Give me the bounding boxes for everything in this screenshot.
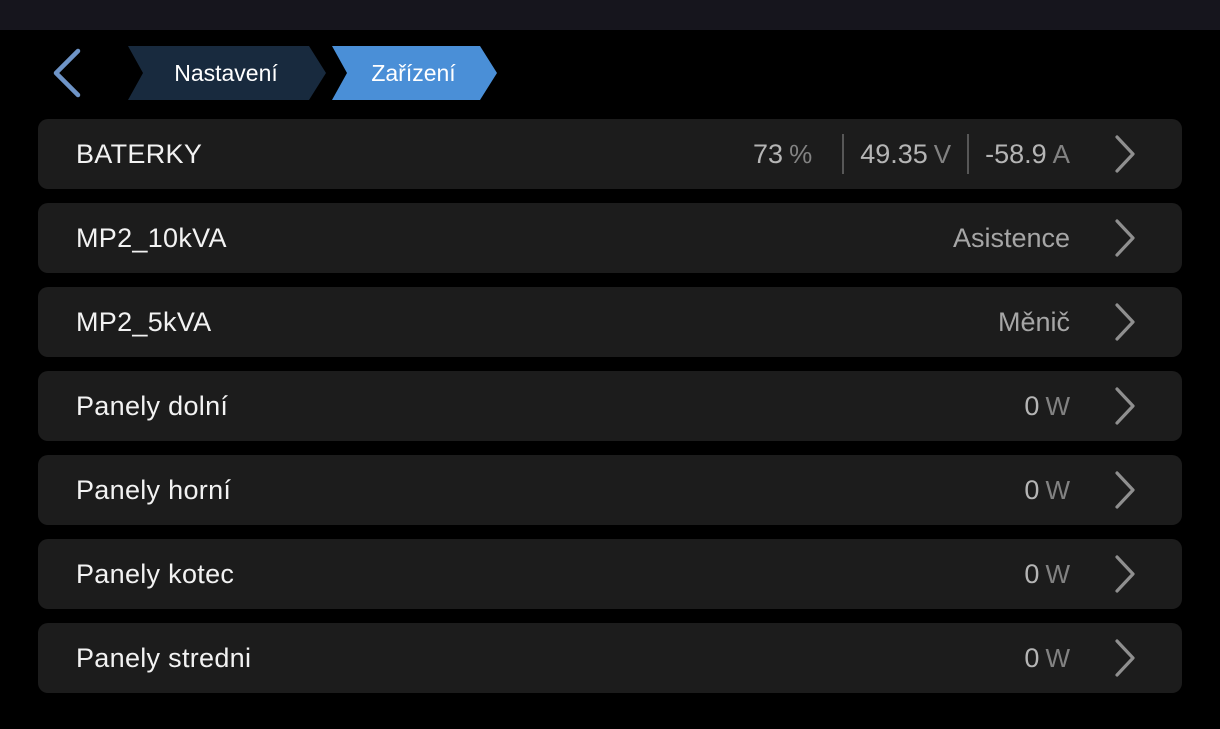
chevron-right-icon <box>1112 218 1138 258</box>
chevron-right-icon <box>1112 470 1138 510</box>
battery-readings: 73 % 49.35 V -58.9 A <box>753 134 1070 174</box>
back-button[interactable] <box>36 42 96 104</box>
voltage-value: 49.35 V <box>860 138 952 169</box>
status-bar <box>0 0 1220 30</box>
nav-bar: Nastavení Zařízení <box>0 30 1220 119</box>
device-name: MP2_10kVA <box>76 222 227 253</box>
list-item-mp2-5kva[interactable]: MP2_5kVA Měnič <box>38 287 1182 357</box>
device-list: BATERKY 73 % 49.35 V -58.9 A <box>0 119 1220 693</box>
power-value: 0 W <box>1024 642 1070 673</box>
breadcrumb: Nastavení Zařízení <box>128 46 497 100</box>
device-status: Asistence <box>952 222 1070 253</box>
list-item-panely-kotec[interactable]: Panely kotec 0 W <box>38 539 1182 609</box>
device-name: Panely kotec <box>76 558 235 589</box>
breadcrumb-item-nastaveni[interactable]: Nastavení <box>128 46 326 100</box>
device-name: Panely dolní <box>76 390 229 421</box>
chevron-right-icon <box>1112 638 1138 678</box>
value-divider <box>842 134 845 174</box>
soc-value: 73 % <box>753 138 813 169</box>
chevron-right-icon <box>1112 554 1138 594</box>
chevron-right-icon <box>1112 134 1138 174</box>
breadcrumb-label: Zařízení <box>371 59 456 86</box>
list-item-mp2-10kva[interactable]: MP2_10kVA Asistence <box>38 203 1182 273</box>
breadcrumb-label: Nastavení <box>174 59 278 86</box>
device-name: BATERKY <box>76 138 203 169</box>
value-divider <box>967 134 970 174</box>
chevron-left-icon <box>48 47 84 99</box>
list-item-baterky[interactable]: BATERKY 73 % 49.35 V -58.9 A <box>38 119 1182 189</box>
current-value: -58.9 A <box>985 138 1070 169</box>
chevron-right-icon <box>1112 302 1138 342</box>
device-name: Panely stredni <box>76 642 252 673</box>
device-name: MP2_5kVA <box>76 306 212 337</box>
chevron-right-icon <box>1112 386 1138 426</box>
breadcrumb-item-zarizeni[interactable]: Zařízení <box>332 46 497 100</box>
power-value: 0 W <box>1024 474 1070 505</box>
device-name: Panely horní <box>76 474 232 505</box>
list-item-panely-dolni[interactable]: Panely dolní 0 W <box>38 371 1182 441</box>
power-value: 0 W <box>1024 390 1070 421</box>
device-status: Měnič <box>997 306 1070 337</box>
list-item-panely-stredni[interactable]: Panely stredni 0 W <box>38 623 1182 693</box>
power-value: 0 W <box>1024 558 1070 589</box>
list-item-panely-horni[interactable]: Panely horní 0 W <box>38 455 1182 525</box>
